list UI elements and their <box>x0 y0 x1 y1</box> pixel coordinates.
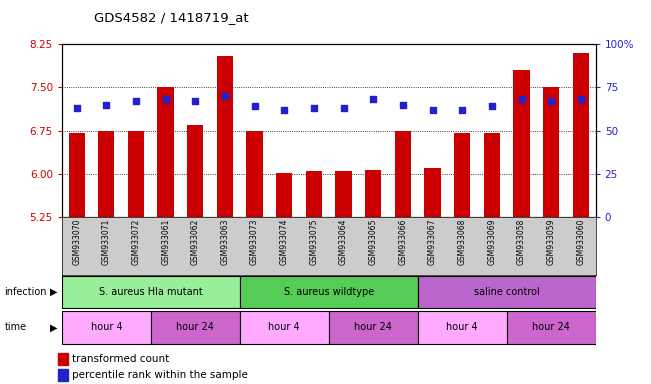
Bar <box>98 131 115 217</box>
Text: GSM933068: GSM933068 <box>458 219 467 265</box>
Text: GSM933075: GSM933075 <box>309 219 318 265</box>
FancyBboxPatch shape <box>62 276 240 308</box>
Point <box>279 107 290 113</box>
Bar <box>128 131 144 217</box>
Text: GSM933059: GSM933059 <box>547 219 556 265</box>
Text: ▶: ▶ <box>50 287 58 297</box>
Text: GSM933064: GSM933064 <box>339 219 348 265</box>
Text: hour 24: hour 24 <box>533 322 570 333</box>
Text: GDS4582 / 1418719_at: GDS4582 / 1418719_at <box>94 12 249 25</box>
Text: GSM933069: GSM933069 <box>488 219 496 265</box>
Point <box>131 98 141 104</box>
Bar <box>573 53 589 217</box>
Text: infection: infection <box>5 287 47 297</box>
FancyBboxPatch shape <box>506 311 596 344</box>
Point <box>427 107 437 113</box>
Bar <box>217 56 233 217</box>
FancyBboxPatch shape <box>151 311 240 344</box>
Text: percentile rank within the sample: percentile rank within the sample <box>72 370 248 381</box>
Text: hour 24: hour 24 <box>354 322 392 333</box>
Point <box>546 98 557 104</box>
Text: GSM933067: GSM933067 <box>428 219 437 265</box>
Bar <box>158 88 174 217</box>
Point <box>101 101 111 108</box>
Text: GSM933074: GSM933074 <box>280 219 289 265</box>
Bar <box>58 369 68 381</box>
Text: S. aureus wildtype: S. aureus wildtype <box>284 287 374 297</box>
Text: GSM933072: GSM933072 <box>132 219 141 265</box>
FancyBboxPatch shape <box>329 311 418 344</box>
Point <box>249 103 260 109</box>
Bar <box>514 70 530 217</box>
FancyBboxPatch shape <box>418 276 596 308</box>
Point <box>487 103 497 109</box>
Text: GSM933066: GSM933066 <box>398 219 408 265</box>
Bar <box>543 88 559 217</box>
Point <box>309 105 319 111</box>
Bar <box>484 134 500 217</box>
Text: GSM933058: GSM933058 <box>517 219 526 265</box>
Text: GSM933060: GSM933060 <box>576 219 585 265</box>
Bar <box>454 134 471 217</box>
Bar <box>247 131 263 217</box>
FancyBboxPatch shape <box>240 276 418 308</box>
FancyBboxPatch shape <box>62 311 151 344</box>
Text: GSM933070: GSM933070 <box>72 219 81 265</box>
Text: hour 24: hour 24 <box>176 322 214 333</box>
Point <box>190 98 201 104</box>
Text: GSM933062: GSM933062 <box>191 219 200 265</box>
Bar <box>306 171 322 217</box>
Bar <box>424 168 441 217</box>
Point <box>160 96 171 103</box>
Text: saline control: saline control <box>474 287 540 297</box>
Bar <box>395 131 411 217</box>
Text: GSM933061: GSM933061 <box>161 219 170 265</box>
Bar <box>187 125 204 217</box>
Bar <box>58 353 68 365</box>
Point <box>339 105 349 111</box>
Point <box>368 96 378 103</box>
Point <box>516 96 527 103</box>
Text: hour 4: hour 4 <box>90 322 122 333</box>
Text: ▶: ▶ <box>50 322 58 333</box>
Text: GSM933071: GSM933071 <box>102 219 111 265</box>
Point <box>398 101 408 108</box>
Text: GSM933065: GSM933065 <box>368 219 378 265</box>
FancyBboxPatch shape <box>418 311 506 344</box>
Text: GSM933063: GSM933063 <box>221 219 229 265</box>
Point <box>457 107 467 113</box>
Point <box>220 93 230 99</box>
Text: GSM933073: GSM933073 <box>250 219 259 265</box>
Point <box>72 105 82 111</box>
Bar <box>365 170 381 217</box>
Text: time: time <box>5 322 27 333</box>
Text: transformed count: transformed count <box>72 354 170 364</box>
Text: S. aureus Hla mutant: S. aureus Hla mutant <box>99 287 202 297</box>
Bar <box>68 134 85 217</box>
FancyBboxPatch shape <box>240 311 329 344</box>
Text: hour 4: hour 4 <box>447 322 478 333</box>
Text: hour 4: hour 4 <box>268 322 300 333</box>
Bar <box>276 173 292 217</box>
Point <box>575 96 586 103</box>
Bar <box>335 171 352 217</box>
